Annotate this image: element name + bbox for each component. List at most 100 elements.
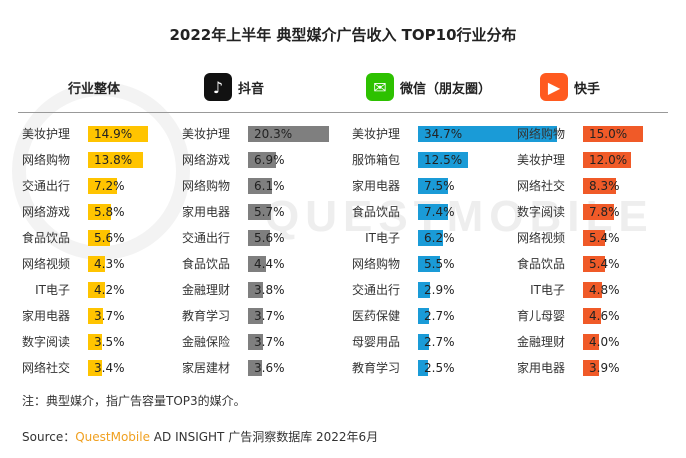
value-label: 5.6% [254,231,285,245]
wechat-logo-icon: ✉ [366,73,394,101]
bar [88,282,105,298]
bar [248,204,271,220]
value-label: 5.5% [424,257,455,271]
bar [88,334,102,350]
bar [418,152,468,168]
value-label: 12.5% [424,153,463,167]
bar [248,230,271,246]
source-brand: QuestMobile [75,430,150,444]
source-rest: AD INSIGHT 广告洞察数据库 2022年6月 [149,430,379,444]
bar [583,360,599,376]
value-label: 2.7% [424,335,455,349]
value-label: 4.3% [94,257,125,271]
category-label: 美妆护理 [516,153,565,167]
value-label: 4.8% [589,283,620,297]
bar [248,308,263,324]
category-label: 母婴用品 [351,335,400,349]
bar [418,256,440,272]
category-label: 网络购物 [351,257,400,271]
category-label: 网络购物 [21,153,70,167]
category-label: IT电子 [365,231,400,245]
bar [583,126,643,142]
value-label: 6.2% [424,231,455,245]
category-label: 服饰箱包 [351,153,400,167]
category-label: 食品饮品 [21,231,70,245]
value-label: 5.4% [589,257,620,271]
douyin-logo-icon: ♪ [204,73,232,101]
value-label: 7.8% [589,205,620,219]
category-label: 网络视频 [21,257,70,271]
category-label: 教育学习 [351,361,400,375]
value-label: 3.7% [254,309,285,323]
value-label: 4.4% [254,257,285,271]
category-label: 金融理财 [516,335,565,349]
bar [88,230,111,246]
category-label: 食品饮品 [516,257,565,271]
value-label: 34.7% [424,127,463,141]
header-douyin: ♪ 抖音 [204,72,264,102]
value-label: 3.4% [94,361,125,375]
header-overall-label: 行业整体 [68,81,121,97]
value-label: 5.8% [94,205,125,219]
bar [583,204,615,220]
value-label: 12.0% [589,153,628,167]
source-prefix: Source： [22,430,76,444]
category-label: 家居建材 [181,361,230,375]
bar [418,126,557,142]
bar [248,256,266,272]
bar [88,308,103,324]
value-label: 2.7% [424,309,455,323]
category-label: 交通出行 [181,231,230,245]
category-label: 交通出行 [351,283,400,297]
value-label: 2.5% [424,361,455,375]
bar [583,152,631,168]
bar [418,282,430,298]
value-label: 6.9% [254,153,285,167]
bar [418,230,443,246]
value-label: 5.4% [589,231,620,245]
category-label: 数字阅读 [516,205,565,219]
category-label: 金融保险 [181,335,230,349]
value-label: 7.4% [424,205,455,219]
bar [248,126,330,142]
bar [418,360,428,376]
category-label: IT电子 [35,283,70,297]
bar [248,282,264,298]
value-label: 3.5% [94,335,125,349]
category-label: 家用电器 [516,361,565,375]
value-label: 14.9% [94,127,133,141]
category-label: 网络游戏 [21,205,70,219]
category-label: 交通出行 [21,179,70,193]
category-label: 美妆护理 [181,127,230,141]
value-label: 20.3% [254,127,293,141]
value-label: 3.7% [94,309,125,323]
category-label: IT电子 [530,283,565,297]
category-label: 家用电器 [21,309,70,323]
category-label: 食品饮品 [351,205,400,219]
bar [583,256,605,272]
bar [583,282,603,298]
category-label: 网络社交 [21,361,70,375]
bar [248,334,263,350]
bar [88,360,102,376]
value-label: 5.6% [94,231,125,245]
category-label: 教育学习 [181,309,230,323]
bar [418,178,448,194]
value-label: 4.2% [94,283,125,297]
category-label: 网络社交 [516,179,565,193]
value-label: 4.0% [589,335,620,349]
value-label: 3.9% [589,361,620,375]
bar [418,334,429,350]
bar [88,256,106,272]
kuaishou-logo-icon: ▶ [540,73,568,101]
bar [583,178,617,194]
bar [418,204,448,220]
header-wechat-label: 微信（朋友圈） [400,81,492,97]
value-label: 4.6% [589,309,620,323]
header-kuaishou-label: 快手 [574,81,601,97]
bar [88,178,117,194]
bar [88,152,144,168]
category-label: 育儿母婴 [516,309,565,323]
source-line: Source：QuestMobile AD INSIGHT 广告洞察数据库 20… [22,428,378,445]
value-label: 8.3% [589,179,620,193]
